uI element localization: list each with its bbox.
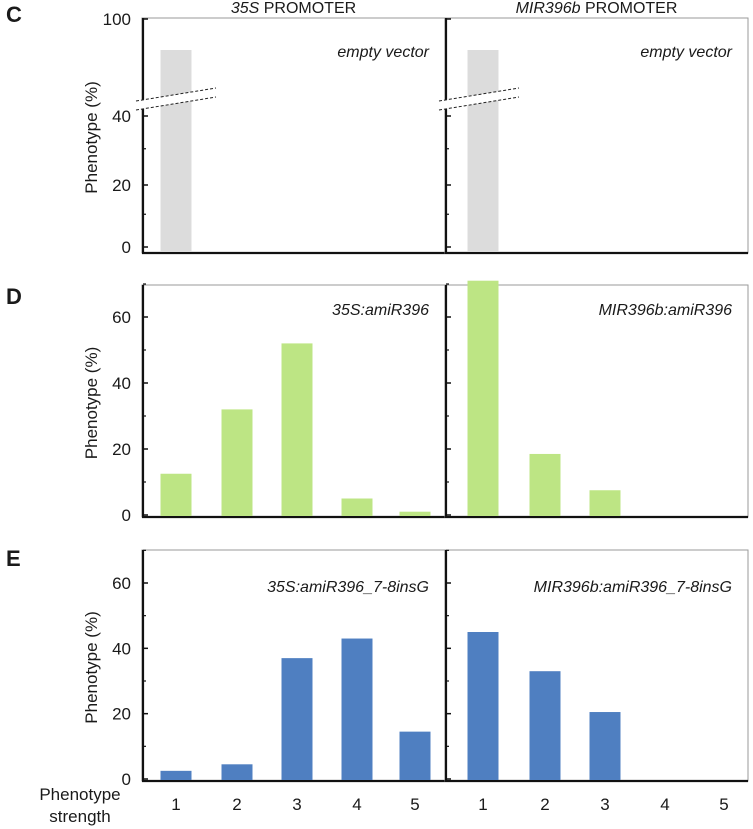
bar-E-1-5 bbox=[399, 731, 431, 780]
y-tick-label-C-40: 40 bbox=[112, 107, 131, 126]
axis-break-line-top-2 bbox=[438, 87, 520, 102]
annotation-D-2: MIR396b:amiR396 bbox=[599, 302, 733, 319]
y-tick-label-D-0: 0 bbox=[122, 506, 131, 525]
column-title-rest: PROMOTER bbox=[581, 0, 678, 17]
x-tick-label-2-1: 1 bbox=[478, 795, 487, 814]
annotation-E-2: MIR396b:amiR396_7-8insG bbox=[534, 579, 732, 596]
annotation-E-1: 35S:amiR396_7-8insG bbox=[267, 579, 429, 596]
x-tick-label-1-1: 1 bbox=[171, 795, 180, 814]
bar-E-2-1 bbox=[467, 632, 499, 780]
panel-letter-D: D bbox=[6, 284, 22, 309]
y-tick-label-C-100: 100 bbox=[103, 10, 131, 29]
column-title-1: 35S PROMOTER bbox=[231, 0, 356, 17]
bar-D-1-3 bbox=[281, 343, 313, 516]
axis-break-1 bbox=[135, 87, 217, 111]
axis-break-mask-1 bbox=[136, 88, 216, 110]
x-tick-label-1-2: 2 bbox=[232, 795, 241, 814]
panel-letter-C: C bbox=[6, 2, 22, 27]
y-axis-label-D: Phenotype (%) bbox=[82, 347, 101, 459]
column-title-2: MIR396b PROMOTER bbox=[516, 0, 678, 17]
x-tick-label-2-5: 5 bbox=[719, 795, 728, 814]
bar-D-2-1 bbox=[467, 280, 499, 516]
column-title-italic: 35S bbox=[231, 0, 260, 17]
axis-break-line-top-1 bbox=[135, 87, 217, 102]
y-tick-label-C-20: 20 bbox=[112, 176, 131, 195]
annotation-D-1: 35S:amiR396 bbox=[332, 302, 429, 319]
axis-break-line-bottom-1 bbox=[135, 96, 217, 111]
x-axis-label-line-1: Phenotype bbox=[39, 785, 120, 804]
column-title-rest: PROMOTER bbox=[259, 0, 356, 17]
bar-E-2-2 bbox=[529, 671, 561, 780]
x-tick-label-2-3: 3 bbox=[600, 795, 609, 814]
y-tick-label-D-20: 20 bbox=[112, 440, 131, 459]
x-tick-label-1-4: 4 bbox=[352, 795, 361, 814]
y-tick-label-E-60: 60 bbox=[112, 574, 131, 593]
bar-D-2-3 bbox=[589, 490, 621, 516]
y-tick-label-E-20: 20 bbox=[112, 705, 131, 724]
x-tick-label-2-4: 4 bbox=[660, 795, 669, 814]
bar-E-2-3 bbox=[589, 712, 621, 780]
bar-C-2-1 bbox=[467, 50, 499, 252]
bar-C-1-1 bbox=[160, 50, 192, 252]
panel-letter-E: E bbox=[6, 546, 21, 571]
bar-E-1-2 bbox=[221, 764, 253, 780]
annotation-C-1: empty vector bbox=[337, 44, 429, 61]
y-axis-label-E: Phenotype (%) bbox=[82, 611, 101, 723]
axis-break-line-bottom-2 bbox=[438, 96, 520, 111]
bar-D-1-5 bbox=[399, 511, 431, 516]
bar-D-1-4 bbox=[341, 498, 373, 516]
y-axis-label-C: Phenotype (%) bbox=[82, 81, 101, 193]
axis-break-2 bbox=[438, 87, 520, 111]
x-tick-label-1-3: 3 bbox=[292, 795, 301, 814]
bar-D-1-2 bbox=[221, 409, 253, 516]
x-tick-label-1-5: 5 bbox=[410, 795, 419, 814]
x-tick-label-2-2: 2 bbox=[540, 795, 549, 814]
y-tick-label-D-40: 40 bbox=[112, 374, 131, 393]
y-tick-label-D-60: 60 bbox=[112, 308, 131, 327]
bar-E-1-4 bbox=[341, 638, 373, 780]
annotation-C-2: empty vector bbox=[640, 44, 732, 61]
bar-D-2-2 bbox=[529, 453, 561, 516]
bar-E-1-1 bbox=[160, 770, 192, 780]
bar-E-1-3 bbox=[281, 658, 313, 780]
bar-D-1-1 bbox=[160, 473, 192, 516]
y-tick-label-C-0: 0 bbox=[122, 238, 131, 257]
axis-break-mask-2 bbox=[439, 88, 519, 110]
y-tick-label-E-0: 0 bbox=[122, 770, 131, 789]
y-tick-label-E-40: 40 bbox=[112, 639, 131, 658]
column-title-italic: MIR396b bbox=[516, 0, 581, 17]
x-axis-label-line-2: strength bbox=[49, 807, 110, 826]
